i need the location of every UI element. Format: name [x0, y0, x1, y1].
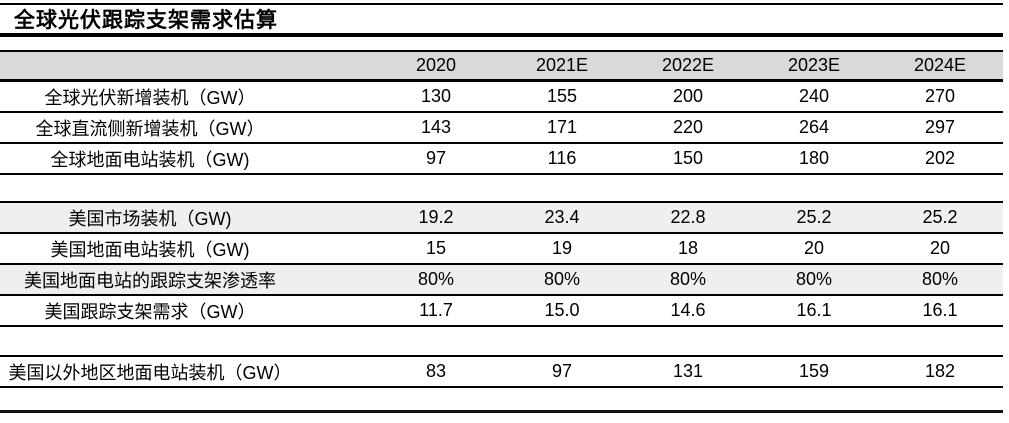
table-row: 美国跟踪支架需求（GW） 11.7 15.0 14.6 16.1 16.1: [0, 296, 1003, 325]
cell-value: 83: [425, 361, 447, 381]
row-divider-rule: [0, 111, 1003, 113]
cell-value: 180: [798, 148, 830, 168]
row-label: 美国地面电站装机（GW): [50, 239, 250, 260]
cell-value: 19: [551, 238, 573, 258]
cell-value: 182: [924, 361, 956, 381]
cell-value: 80%: [417, 269, 455, 289]
year-header: 2021E: [535, 55, 589, 75]
page-title: 全球光伏跟踪支架需求估算: [14, 9, 278, 32]
header-bottom-rule: [0, 79, 1003, 82]
cell-value: 202: [924, 148, 956, 168]
cell-value: 159: [798, 361, 830, 381]
cell-value: 22.8: [670, 207, 706, 227]
cell-value: 171: [546, 117, 578, 137]
cell-value: 143: [420, 117, 452, 137]
row-label: 全球地面电站装机（GW): [50, 149, 250, 170]
row-label: 全球光伏新增装机（GW）: [44, 87, 256, 108]
top-margin: [0, 0, 1003, 3]
cell-value: 97: [425, 148, 447, 168]
table-row: 美国地面电站装机（GW) 15 19 18 20 20: [0, 234, 1003, 263]
table-row: 全球直流侧新增装机（GW） 143 171 220 264 297: [0, 113, 1003, 142]
cell-value: 25.2: [922, 207, 958, 227]
year-header: 2023E: [787, 55, 841, 75]
cell-value: 18: [677, 238, 699, 258]
section-gap: [0, 175, 1003, 201]
section-gap: [0, 327, 1003, 355]
cell-value: 14.6: [670, 300, 706, 320]
table-row: 美国以外地区地面电站装机（GW） 83 97 131 159 182: [0, 357, 1003, 386]
section-top-rule: [0, 201, 1003, 203]
cell-value: 11.7: [419, 300, 453, 320]
cell-value: 20: [929, 238, 951, 258]
row-label: 美国市场装机（GW): [68, 208, 232, 229]
row-label: 美国跟踪支架需求（GW）: [44, 301, 256, 322]
row-label: 美国以外地区地面电站装机（GW）: [8, 362, 292, 383]
title-band: 全球光伏跟踪支架需求估算: [0, 5, 1003, 33]
cell-value: 240: [798, 86, 830, 106]
row-divider-rule: [0, 386, 1003, 388]
cell-value: 270: [924, 86, 956, 106]
row-label: 全球直流侧新增装机（GW）: [35, 118, 265, 139]
cell-value: 150: [672, 148, 704, 168]
cell-value: 220: [672, 117, 704, 137]
cell-value: 19.2: [418, 207, 454, 227]
table-top-rule: [0, 50, 1003, 52]
row-divider-rule: [0, 263, 1003, 265]
cell-value: 20: [803, 238, 825, 258]
cell-value: 130: [420, 86, 452, 106]
gap-title-table: [0, 37, 1003, 50]
cell-value: 80%: [921, 269, 959, 289]
table-bottom-rule: [0, 410, 1003, 413]
cell-value: 131: [672, 361, 704, 381]
table-row: 全球光伏新增装机（GW） 130 155 200 240 270: [0, 82, 1003, 111]
title-underline-rule: [0, 33, 1003, 37]
row-divider-rule: [0, 232, 1003, 234]
table-row: 全球地面电站装机（GW) 97 116 150 180 202: [0, 144, 1003, 173]
cell-value: 155: [546, 86, 578, 106]
section-top-rule: [0, 355, 1003, 357]
top-rule: [0, 3, 1003, 5]
cell-value: 16.1: [922, 300, 958, 320]
row-label: 美国地面电站的跟踪支架渗透率: [24, 270, 276, 291]
cell-value: 297: [924, 117, 956, 137]
cell-value: 25.2: [796, 207, 832, 227]
cell-value: 116: [547, 148, 577, 168]
cell-value: 15: [425, 238, 447, 258]
cell-value: 16.1: [796, 300, 832, 320]
year-header: 2024E: [913, 55, 967, 75]
row-divider-rule: [0, 142, 1003, 144]
bottom-gap: [0, 388, 1003, 410]
row-divider-rule: [0, 325, 1003, 327]
cell-value: 97: [551, 361, 573, 381]
table-header-row: 2020 2021E 2022E 2023E 2024E: [0, 52, 1003, 79]
cell-value: 15.0: [544, 300, 580, 320]
row-divider-rule: [0, 173, 1003, 175]
year-header: 2020: [415, 55, 457, 75]
cell-value: 80%: [543, 269, 581, 289]
year-header: 2022E: [661, 55, 715, 75]
cell-value: 200: [672, 86, 704, 106]
row-divider-rule: [0, 294, 1003, 296]
table-row: 美国市场装机（GW) 19.2 23.4 22.8 25.2 25.2: [0, 203, 1003, 232]
cell-value: 80%: [669, 269, 707, 289]
cell-value: 80%: [795, 269, 833, 289]
table-row: 美国地面电站的跟踪支架渗透率 80% 80% 80% 80% 80%: [0, 265, 1003, 294]
cell-value: 23.4: [544, 207, 580, 227]
cell-value: 264: [798, 117, 830, 137]
